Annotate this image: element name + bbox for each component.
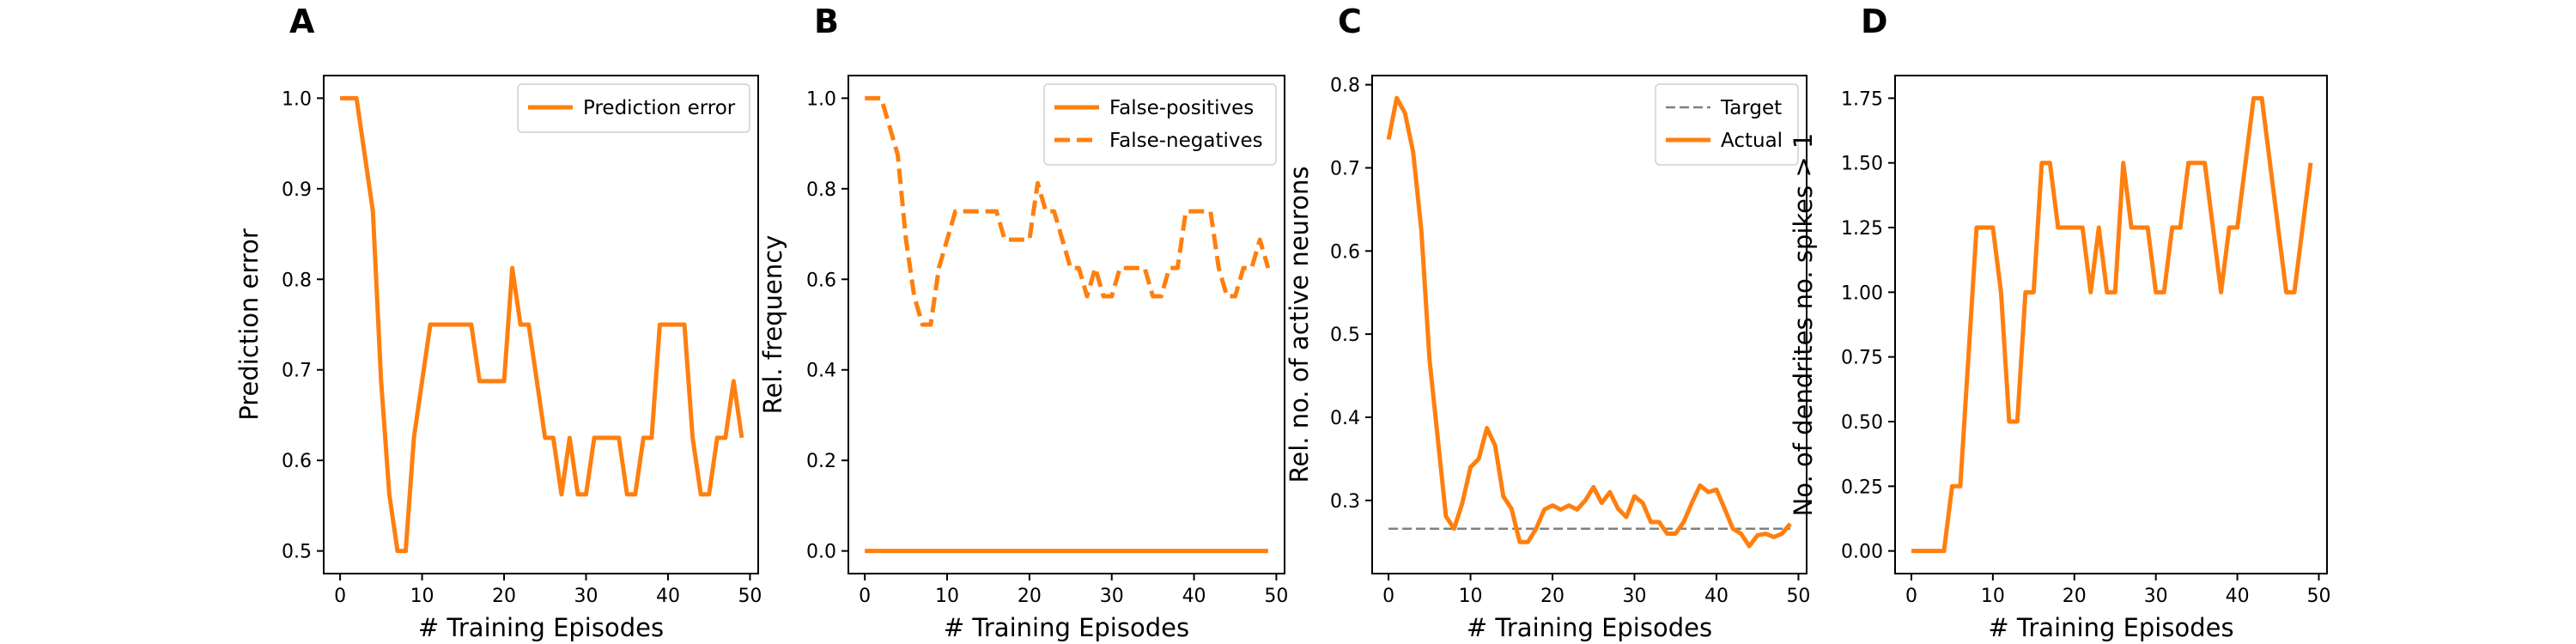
panel-letter: A xyxy=(289,3,315,40)
x-tick-label: 0 xyxy=(859,586,871,607)
panel-letter: C xyxy=(1338,3,1362,40)
x-tick-label: 40 xyxy=(1182,586,1206,607)
x-tick-label: 50 xyxy=(738,586,762,607)
y-tick-label: 0.6 xyxy=(1330,241,1360,263)
y-tick-label: 1.50 xyxy=(1841,154,1883,175)
panel-letter: B xyxy=(814,3,839,40)
y-tick-label: 0.9 xyxy=(282,179,312,201)
y-tick-label: 0.2 xyxy=(806,451,836,472)
plot-frame xyxy=(1371,75,1807,574)
y-tick-label: 1.25 xyxy=(1841,218,1883,240)
x-tick-label: 20 xyxy=(1018,586,1042,607)
y-tick-label: 0.25 xyxy=(1841,477,1883,498)
x-tick-label: 20 xyxy=(492,586,516,607)
panel-b: B 0 10 20 30 40 50 0.0 0.2 0.4 0.6 0.8 1.0 # Training… xyxy=(758,3,1288,642)
y-tick-label: 0.5 xyxy=(1330,325,1360,346)
series-line-actual xyxy=(1386,95,1792,549)
y-tick-label: 1.75 xyxy=(1841,88,1883,110)
x-tick-label: 50 xyxy=(2307,586,2331,607)
x-tick-label: 30 xyxy=(574,586,598,607)
x-tick-label: 50 xyxy=(1786,586,1810,607)
y-axis-label: No. of dendrites no. spikes > 1 xyxy=(1789,133,1818,517)
panel-d: D 0 10 20 30 40 50 0.00 0.25 0.50 0.75 1.00 1.25 1.50… xyxy=(1789,3,2331,642)
x-tick-label: 0 xyxy=(1382,586,1394,607)
x-tick-label: 10 xyxy=(410,586,434,607)
y-axis-label: Rel. no. of active neurons xyxy=(1285,167,1314,483)
y-tick-label: 0.75 xyxy=(1841,348,1883,369)
x-tick-label: 10 xyxy=(1459,586,1483,607)
legend-box xyxy=(517,83,750,133)
plot-frame xyxy=(1894,75,2328,574)
panel-letter: D xyxy=(1861,3,1888,40)
y-tick-label: 0.6 xyxy=(282,451,312,472)
x-tick-label: 0 xyxy=(334,586,346,607)
legend: False-positives False-negatives xyxy=(1043,83,1277,166)
y-tick-label: 0.3 xyxy=(1330,491,1360,513)
x-tick-label: 30 xyxy=(1623,586,1647,607)
x-tick-label: 20 xyxy=(2063,586,2087,607)
x-tick-label: 30 xyxy=(2144,586,2168,607)
y-tick-label: 0.5 xyxy=(282,542,312,563)
y-axis-label: Rel. frequency xyxy=(758,235,787,415)
y-tick-label: 0.8 xyxy=(1330,76,1360,97)
legend-entry: False-negatives xyxy=(1109,130,1263,152)
y-axis-label: Prediction error xyxy=(234,228,264,421)
plot-frame xyxy=(323,75,759,574)
legend-entry: Actual xyxy=(1721,130,1783,152)
series-line-data xyxy=(1911,95,2313,554)
y-tick-label: 0.4 xyxy=(806,361,836,382)
series-line-prediction-error xyxy=(340,95,744,554)
x-axis-label: # Training Episodes xyxy=(944,613,1189,642)
x-tick-label: 20 xyxy=(1540,586,1564,607)
x-axis-label: # Training Episodes xyxy=(418,613,664,642)
y-tick-label: 0.4 xyxy=(1330,408,1360,429)
x-tick-label: 40 xyxy=(1704,586,1728,607)
legend-box xyxy=(1655,83,1799,166)
y-tick-label: 0.8 xyxy=(282,270,312,291)
legend-box xyxy=(1043,83,1277,166)
series-line-false-negatives xyxy=(865,95,1271,327)
legend-entry: Prediction error xyxy=(583,97,736,119)
x-tick-label: 40 xyxy=(2226,586,2250,607)
x-axis-label: # Training Episodes xyxy=(1467,613,1712,642)
y-tick-label: 0.50 xyxy=(1841,412,1883,434)
plot-frame xyxy=(848,75,1285,574)
legend: Prediction error xyxy=(517,83,750,133)
x-tick-label: 10 xyxy=(1981,586,2005,607)
y-tick-label: 1.0 xyxy=(806,88,836,110)
y-tick-label: 1.00 xyxy=(1841,283,1883,304)
panel-a: A 0 10 20 30 40 50 0.5 0.6 0.7 0.8 0.9 1.0 # Training… xyxy=(234,3,762,642)
x-tick-label: 40 xyxy=(656,586,680,607)
y-tick-label: 0.0 xyxy=(806,542,836,563)
y-tick-label: 0.6 xyxy=(806,270,836,291)
legend: Target Actual xyxy=(1655,83,1799,166)
x-tick-label: 0 xyxy=(1905,586,1917,607)
x-tick-label: 10 xyxy=(935,586,959,607)
y-tick-label: 0.7 xyxy=(1330,158,1360,179)
x-tick-label: 30 xyxy=(1100,586,1124,607)
y-tick-label: 0.7 xyxy=(282,361,312,382)
y-tick-label: 0.00 xyxy=(1841,542,1883,563)
legend-entry: Target xyxy=(1720,97,1782,119)
x-axis-label: # Training Episodes xyxy=(1988,613,2233,642)
panel-c: C 0 10 20 30 40 50 0.3 0.4 0.5 0.6 0.7 0.8 # Training… xyxy=(1285,3,1810,642)
legend-entry: False-positives xyxy=(1109,97,1254,119)
x-tick-label: 50 xyxy=(1264,586,1288,607)
y-tick-label: 1.0 xyxy=(282,88,312,110)
y-tick-label: 0.8 xyxy=(806,179,836,201)
